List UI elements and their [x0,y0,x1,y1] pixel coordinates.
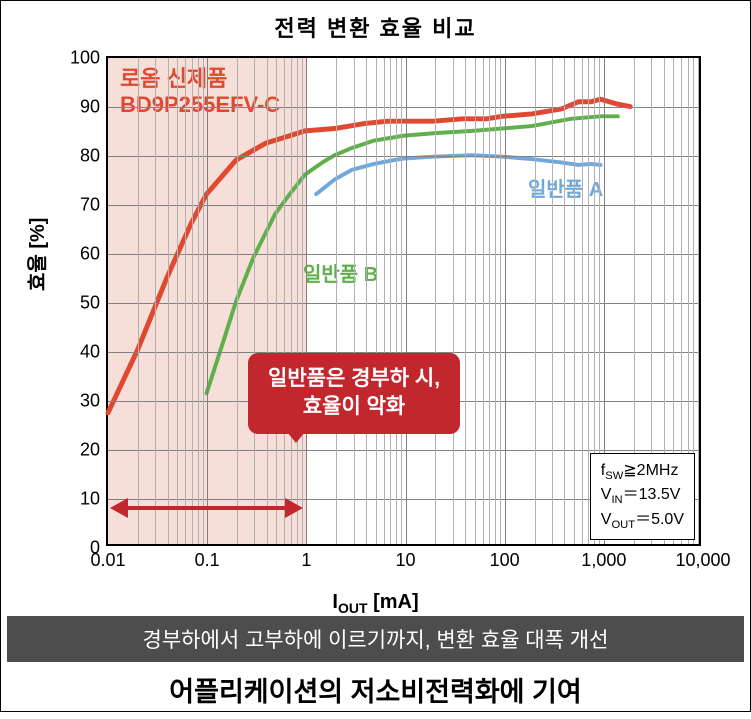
gridline-v-minor [291,58,292,544]
y-tick-label: 50 [80,293,108,314]
gridline-v-minor [336,58,337,544]
gridline-v [306,58,307,544]
y-tick-label: 100 [70,48,108,69]
gridline-v-minor [198,58,199,544]
gridline-v-minor [376,58,377,544]
chart-container: 전력 변환 효율 비교 효율 [%] 로옴 신제품BD9P255EFV-C 일반… [0,0,751,712]
footer-summary-2: 어플리케이션의 저소비전력화에 기여 [1,662,750,719]
gridline-v-minor [177,58,178,544]
gridline-v-minor [354,58,355,544]
y-tick-label: 80 [80,146,108,167]
gridline-v-minor [564,58,565,544]
footer-summary-1: 경부하에서 고부하에 이르기까지, 변환 효율 대폭 개선 [7,616,744,662]
gridline-v-minor [495,58,496,544]
y-tick-label: 90 [80,97,108,118]
y-tick-label: 30 [80,391,108,412]
gridline-v-minor [535,58,536,544]
gridline-v-minor [574,58,575,544]
gridline-v-minor [192,58,193,544]
gridline-v-minor [552,58,553,544]
gridline-v-minor [483,58,484,544]
gridline-v-minor [237,58,238,544]
plot-area: 로옴 신제품BD9P255EFV-C 일반품 A 일반품 B 일반품은 경부하 … [106,56,701,546]
y-tick-label: 70 [80,195,108,216]
gridline-v-minor [302,58,303,544]
gridline-v-minor [698,58,699,544]
gridline-v-minor [366,58,367,544]
gridline-v-minor [396,58,397,544]
range-arrow-line [124,506,289,510]
x-tick-label: 100 [490,544,520,571]
gridline-v-minor [582,58,583,544]
footer: 경부하에서 고부하에 이르기까지, 변환 효율 대폭 개선 어플리케이션의 저소… [1,616,750,711]
gridline-v-minor [465,58,466,544]
range-arrow-left [110,498,128,518]
x-tick-label: 10,000 [675,544,730,571]
gridline-v [207,58,208,544]
series-label-rohm: 로옴 신제품BD9P255EFV-C [120,66,280,119]
chart-title: 전력 변환 효율 비교 [1,1,750,43]
gridline-v-minor [138,58,139,544]
gridline-v-minor [489,58,490,544]
y-tick-label: 20 [80,440,108,461]
gridline-v-minor [453,58,454,544]
x-tick-label: 1,000 [581,544,626,571]
series-label-product-a: 일반품 A [528,173,603,202]
gridline-v-minor [203,58,204,544]
gridline-v [406,58,407,544]
range-arrow-right [285,498,303,518]
y-tick-label: 40 [80,342,108,363]
x-tick-label: 10 [395,544,415,571]
x-axis-label: IOUT [mA] [332,591,418,616]
gridline-v [505,58,506,544]
gridline-v-minor [276,58,277,544]
gridline-v-minor [254,58,255,544]
gridline-v-minor [390,58,391,544]
y-axis-label: 효율 [%] [21,218,50,291]
x-tick-label: 0.1 [195,544,220,571]
gridline-v-minor [284,58,285,544]
gridline-v-minor [267,58,268,544]
gridline-v-minor [168,58,169,544]
x-tick-label: 0.01 [90,544,125,571]
gridline-v-minor [185,58,186,544]
gridline-v-minor [297,58,298,544]
gridline-v-minor [500,58,501,544]
gridline-v-minor [155,58,156,544]
gridline-v-minor [401,58,402,544]
gridline-v-minor [435,58,436,544]
x-tick-label: 1 [301,544,311,571]
gridline-v-minor [475,58,476,544]
callout-tail [278,421,314,443]
gridline-v-minor [384,58,385,544]
conditions-box: fSW≧2MHzVIN＝13.5VVOUT＝5.0V [590,453,695,540]
y-tick-label: 60 [80,244,108,265]
y-tick-label: 10 [80,489,108,510]
